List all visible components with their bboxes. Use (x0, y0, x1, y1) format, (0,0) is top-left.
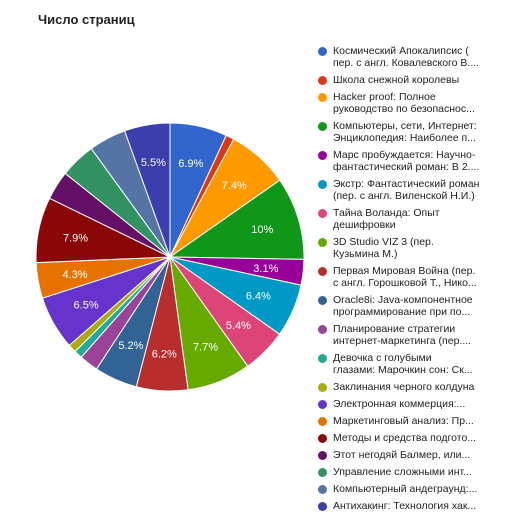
legend-swatch (318, 122, 327, 131)
legend-label: Марс пробуждается: Научно- (333, 149, 476, 161)
legend-swatch (318, 267, 327, 276)
legend-label: Этот негодяй Балмер, или... (333, 449, 471, 461)
slice-label-14: 6.5% (74, 300, 99, 312)
slice-label-4: 10% (251, 224, 273, 236)
legend-label: интернет-маркетинга (пер.... (333, 335, 472, 347)
slice-label-3: 7.4% (222, 180, 247, 192)
legend-item-12[interactable]: Девочка с голубыми глазами: Марочкин сон:… (318, 352, 513, 376)
legend-swatch (318, 502, 327, 511)
slice-label-7: 5.4% (226, 320, 251, 332)
legend-swatch (318, 354, 327, 363)
slice-label-20: 5.5% (141, 157, 166, 169)
pie-chart: 6.9% 7.4% 10% 3.1% 6.4% 5.4% 7.7% 6.2% 5.2% 6.5% 4… (35, 122, 305, 392)
legend-item-11[interactable]: Планирование стратегии интернет-маркетинг… (318, 323, 513, 347)
legend-item-3[interactable]: Hacker proof: Полное руководство по безоп… (318, 91, 513, 115)
legend-swatch (318, 468, 327, 477)
legend-label: Планирование стратегии (333, 323, 456, 335)
legend-swatch (318, 417, 327, 426)
legend-item-19[interactable]: Компьютерный андеграунд:... (318, 483, 513, 495)
legend-label: глазами: Марочкин сон: Ск... (333, 364, 473, 376)
legend-item-14[interactable]: Электронная коммерция:... (318, 398, 513, 410)
legend-item-8[interactable]: 3D Studio VIZ 3 (пер. Кузьмина М.) (318, 236, 513, 260)
legend-label: Hacker proof: Полное (333, 91, 436, 103)
legend-item-10[interactable]: Oracle8i: Java-компонентное программирова… (318, 294, 513, 318)
legend-label: Экстр: Фантастический роман (333, 178, 480, 190)
legend-label: руководство по безопаснос... (333, 103, 475, 115)
legend-item-16[interactable]: Методы и средства подгото... (318, 432, 513, 444)
legend-label: Девочка с голубыми (333, 352, 432, 364)
legend-swatch (318, 296, 327, 305)
legend-item-17[interactable]: Этот негодяй Балмер, или... (318, 449, 513, 461)
legend-label: Антихакинг: Технология хак... (333, 500, 477, 512)
legend-item-5[interactable]: Марс пробуждается: Научно-фантастический… (318, 149, 513, 173)
legend-swatch (318, 383, 327, 392)
slice-label-15: 4.3% (62, 269, 87, 281)
legend-item-6[interactable]: Экстр: Фантастический роман (пер. с англ.… (318, 178, 513, 202)
legend-swatch (318, 209, 327, 218)
legend-item-4[interactable]: Компьютеры, сети, Интернет: Энциклопедия:… (318, 120, 513, 144)
legend-label: Космический Апокалипсис ( (333, 45, 469, 57)
legend-item-7[interactable]: Тайна Воланда: Опыт дешифровки (318, 207, 513, 231)
legend-swatch (318, 451, 327, 460)
legend-label: 3D Studio VIZ 3 (пер. (333, 236, 434, 248)
slice-label-1: 6.9% (178, 158, 203, 170)
legend-swatch (318, 485, 327, 494)
legend-label: программирование при по... (333, 306, 471, 318)
legend-swatch (318, 47, 327, 56)
legend-item-18[interactable]: Управление сложными инт... (318, 466, 513, 478)
slice-label-16: 7.9% (63, 232, 88, 244)
legend-label: Компьютерный андеграунд:... (333, 483, 478, 495)
pie-slice-20[interactable] (124, 122, 171, 258)
legend-label: с англ. Горошковой Т., Нико... (333, 277, 477, 289)
legend-label: Маркетинговый анализ: Пр... (333, 415, 474, 427)
legend-item-20[interactable]: Антихакинг: Технология хак... (318, 500, 513, 512)
chart-title: Число страниц (38, 12, 135, 27)
legend-swatch (318, 76, 327, 85)
legend-label: Тайна Воланда: Опыт (333, 207, 440, 219)
legend-label: (пер. с англ. Виленской Н.И.) (333, 190, 475, 202)
legend-item-1[interactable]: Космический Апокалипсис (пер. с англ. Ко… (318, 45, 513, 69)
legend-swatch (318, 151, 327, 160)
legend-swatch (318, 180, 327, 189)
legend-item-15[interactable]: Маркетинговый анализ: Пр... (318, 415, 513, 427)
legend-label: Кузьмина М.) (333, 248, 398, 260)
legend-item-13[interactable]: Заклинания черного колдуна (318, 381, 513, 393)
legend: Космический Апокалипсис (пер. с англ. Ко… (318, 45, 513, 517)
pie-slice-4[interactable] (168, 179, 305, 260)
legend-swatch (318, 325, 327, 334)
legend-swatch (318, 93, 327, 102)
legend-label: фантастический роман: В 2.... (333, 161, 480, 173)
slice-label-9: 6.2% (152, 348, 177, 360)
slice-label-8: 7.7% (193, 342, 218, 354)
legend-label: Oracle8i: Java-компонентное (333, 294, 473, 306)
legend-swatch (318, 400, 327, 409)
legend-item-2[interactable]: Школа снежной королевы (318, 74, 513, 86)
legend-label: Электронная коммерция:... (333, 398, 466, 410)
legend-item-9[interactable]: Первая Мировая Война (пер. с англ. Горошк… (318, 265, 513, 289)
legend-swatch (318, 434, 327, 443)
legend-label: Компьютеры, сети, Интернет: (333, 120, 477, 132)
legend-label: Первая Мировая Война (пер. (333, 265, 476, 277)
legend-label: Школа снежной королевы (333, 74, 460, 86)
legend-label: Управление сложными инт... (333, 466, 472, 478)
legend-swatch (318, 238, 327, 247)
legend-label: Методы и средства подгото... (333, 432, 477, 444)
legend-label: Заклинания черного колдуна (333, 381, 475, 393)
slice-label-5: 3.1% (253, 263, 278, 275)
legend-label: Энциклопедия: Наиболее п... (333, 132, 476, 144)
slice-label-6: 6.4% (246, 291, 271, 303)
legend-label: дешифровки (333, 219, 396, 231)
legend-label: пер. с англ. Ковалевского В.... (333, 57, 480, 69)
slice-label-10: 5.2% (118, 340, 143, 352)
